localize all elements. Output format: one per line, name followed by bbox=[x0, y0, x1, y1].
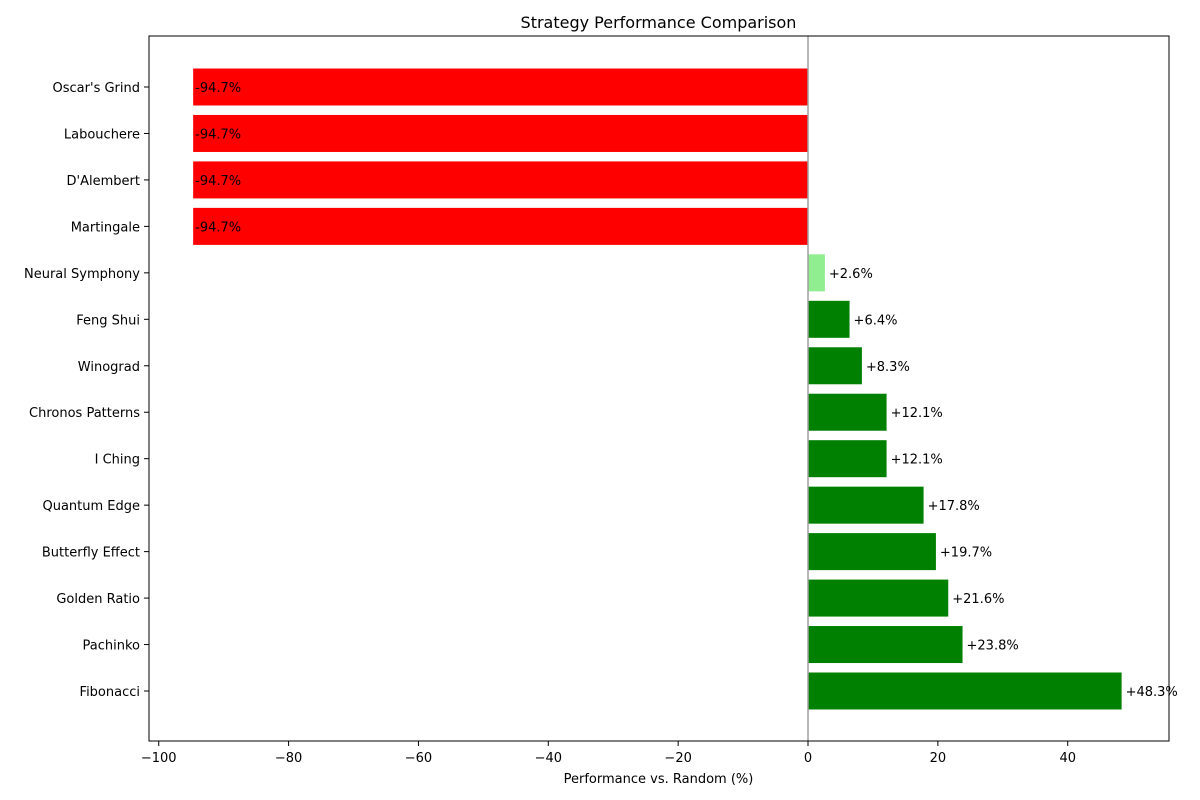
bar-value-label: +23.8% bbox=[967, 639, 1019, 654]
bar-value-label: +12.1% bbox=[891, 406, 943, 421]
y-tick-label: Martingale bbox=[71, 220, 140, 235]
y-tick-label: Labouchere bbox=[64, 127, 140, 142]
bar-value-label: -94.7% bbox=[195, 127, 241, 142]
bar bbox=[193, 68, 809, 106]
bar-value-label: +21.6% bbox=[952, 592, 1004, 607]
bar bbox=[808, 347, 862, 385]
y-tick-label: Chronos Patterns bbox=[29, 406, 140, 421]
bar bbox=[808, 486, 924, 524]
y-tick-label: Oscar's Grind bbox=[53, 81, 140, 96]
bar bbox=[193, 207, 809, 245]
bar-value-label: -94.7% bbox=[195, 81, 241, 96]
x-tick-label: 40 bbox=[1059, 751, 1076, 766]
y-tick-label: Fibonacci bbox=[80, 685, 140, 700]
bar bbox=[808, 393, 887, 431]
bar bbox=[193, 161, 809, 199]
bar bbox=[193, 114, 809, 152]
chart-title: Strategy Performance Comparison bbox=[521, 13, 797, 32]
bar-value-label: -94.7% bbox=[195, 220, 241, 235]
bar-value-label: +6.4% bbox=[854, 313, 898, 328]
x-tick-label: 0 bbox=[804, 751, 812, 766]
bar bbox=[808, 440, 887, 478]
bar-value-label: +17.8% bbox=[928, 499, 980, 514]
x-axis-label: Performance vs. Random (%) bbox=[564, 772, 754, 787]
bar-value-label: +48.3% bbox=[1126, 685, 1178, 700]
y-tick-label: Feng Shui bbox=[76, 313, 140, 328]
y-tick-label: I Ching bbox=[95, 453, 140, 468]
bar-value-label: -94.7% bbox=[195, 174, 241, 189]
bar bbox=[808, 626, 963, 664]
y-tick-label: Butterfly Effect bbox=[42, 546, 140, 561]
bar bbox=[808, 254, 825, 292]
y-tick-label: Winograd bbox=[78, 360, 140, 375]
bar-value-label: +2.6% bbox=[829, 267, 873, 282]
x-tick-label: −40 bbox=[535, 751, 562, 766]
bar bbox=[808, 533, 936, 571]
y-tick-label: Golden Ratio bbox=[56, 592, 140, 607]
x-tick-label: 20 bbox=[930, 751, 947, 766]
x-tick-label: −80 bbox=[275, 751, 302, 766]
x-tick-label: −100 bbox=[141, 751, 177, 766]
y-tick-label: Neural Symphony bbox=[24, 267, 140, 282]
y-tick-label: Pachinko bbox=[83, 639, 141, 654]
plot-area: +48.3% +23.8% +21.6% +19.7% +17.8% +12.1% +12.… bbox=[24, 35, 1178, 766]
x-tick-label: −60 bbox=[405, 751, 432, 766]
bar-value-label: +8.3% bbox=[866, 360, 910, 375]
y-tick-label: D'Alembert bbox=[67, 174, 140, 189]
plot-frame bbox=[148, 35, 1170, 742]
bar-value-label: +12.1% bbox=[891, 453, 943, 468]
bar bbox=[808, 672, 1122, 710]
bar bbox=[808, 579, 949, 617]
bar-value-label: +19.7% bbox=[940, 546, 992, 561]
bar bbox=[808, 300, 850, 338]
y-tick-label: Quantum Edge bbox=[42, 499, 140, 514]
x-tick-label: −20 bbox=[664, 751, 691, 766]
